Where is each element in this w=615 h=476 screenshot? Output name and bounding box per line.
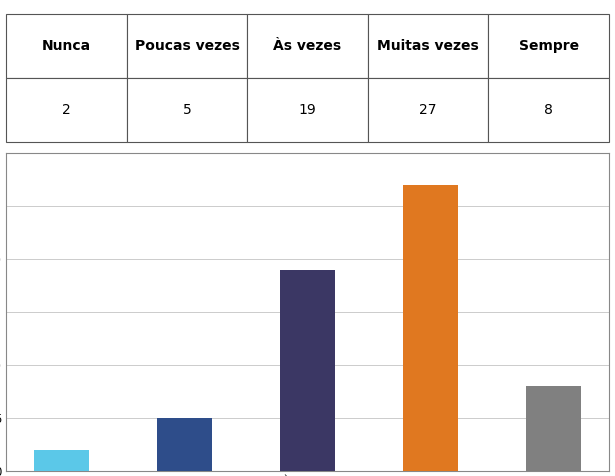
Bar (157, 418, 212, 471)
Bar (34, 450, 89, 471)
Bar (280, 269, 335, 471)
Bar (526, 387, 581, 471)
Bar (403, 185, 458, 471)
